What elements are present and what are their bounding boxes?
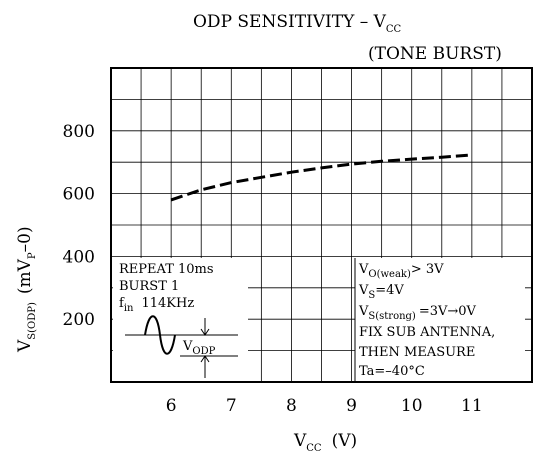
x-tick-label: 6 — [166, 396, 177, 416]
annotation-then-measure: THEN MEASURE — [359, 345, 475, 360]
annotation-repeat: REPEAT 10ms — [119, 262, 214, 277]
annotation-left: REPEAT 10ms BURST 1 fin 114KHz VODP — [113, 258, 248, 382]
plot-frame — [110, 67, 533, 383]
y-tick-label: 800 — [63, 122, 95, 142]
annotation-vo-weak: VO(weak)> 3V — [358, 262, 444, 280]
annotation-vodp: VODP — [182, 339, 216, 357]
annotation-fin: fin 114KHz — [119, 296, 194, 314]
y-tick-label: 200 — [63, 310, 95, 330]
series — [170, 153, 473, 202]
annotation-temperature: Ta=–40°C — [359, 364, 425, 379]
annotation-fix-sub: FIX SUB ANTENNA, — [359, 325, 495, 340]
x-tick-label: 9 — [346, 396, 357, 416]
y-tick-label: 600 — [63, 185, 95, 205]
x-axis-label: VCC (V) — [293, 431, 357, 454]
annotation-right: VO(weak)> 3V VS=4V VS(strong) =3V→0V FIX … — [354, 258, 525, 382]
annotation-vs: VS=4V — [358, 283, 404, 301]
tick-labels: 6 7 8 9 10 11 200 400 600 800 — [63, 122, 483, 416]
y-tick-label: 400 — [63, 247, 95, 267]
chart-title: ODP SENSITIVITY – VCC — [193, 12, 402, 35]
chart-subtitle: (TONE BURST) — [368, 44, 502, 64]
x-tick-label: 10 — [401, 396, 423, 416]
series-line — [170, 153, 473, 202]
y-axis-label: VS(ODP)(mVP–0) — [15, 226, 38, 353]
annotation-vs-strong: VS(strong) =3V→0V — [358, 304, 477, 322]
x-tick-label: 7 — [226, 396, 237, 416]
x-tick-label: 8 — [286, 396, 297, 416]
annotation-burst: BURST 1 — [119, 279, 179, 294]
x-tick-label: 11 — [461, 396, 483, 416]
